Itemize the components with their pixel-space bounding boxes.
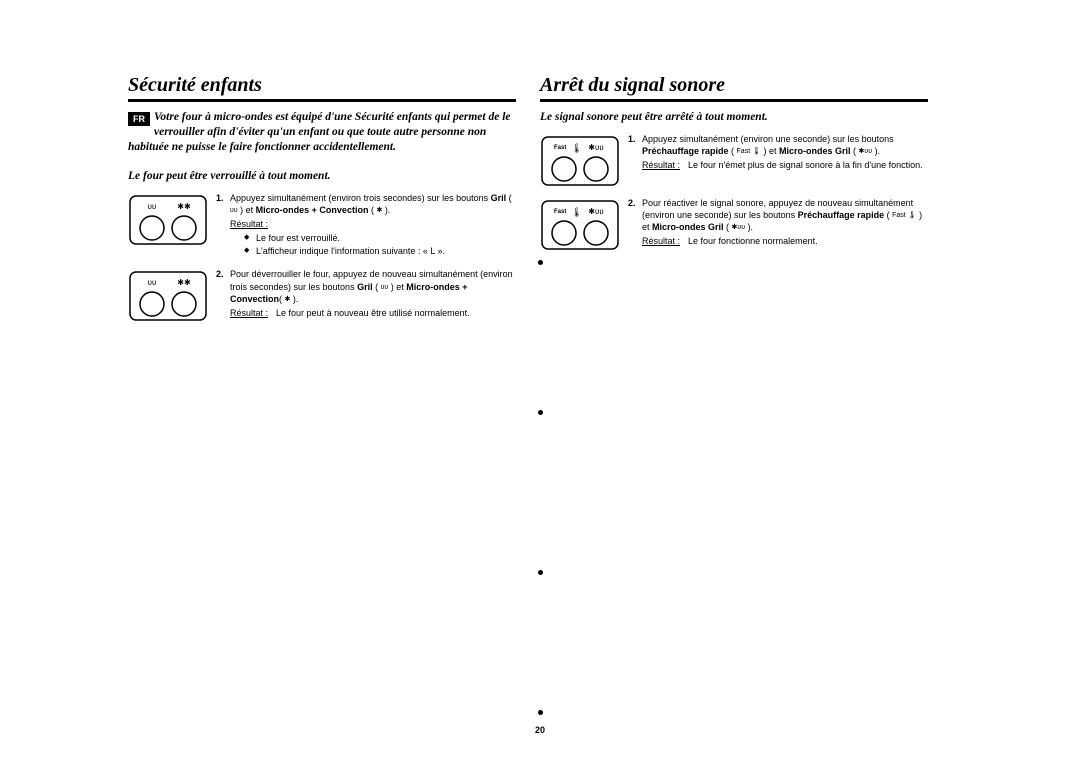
intro-text: Votre four à micro-ondes est équipé d'un… <box>128 110 516 155</box>
svg-text:✱ʋʋ: ✱ʋʋ <box>588 143 603 152</box>
left-step-1: ʋʋ ✱✱ 1. Appuyez simultanément (environ … <box>128 192 516 259</box>
intro-block: FR Votre four à micro-ondes est équipé d… <box>128 110 516 155</box>
two-column-layout: Sécurité enfants FR Votre four à micro-o… <box>128 74 930 332</box>
divider-dot <box>538 260 543 265</box>
t: ʋʋ <box>737 224 745 231</box>
result-label: Résultat : <box>230 219 268 229</box>
t: ( <box>506 193 512 203</box>
subhead-left: Le four peut être verrouillé à tout mome… <box>128 169 516 184</box>
t: Fast <box>892 212 906 219</box>
control-panel-icon: ʋʋ ✱✱ <box>128 270 208 322</box>
svg-text:🌡: 🌡 <box>571 207 582 217</box>
t: ). <box>872 146 880 156</box>
fast-icon: Fast 🌡 <box>737 148 761 155</box>
right-step-2: Fast 🌡 ✱ʋʋ 2. Pour réactiver le signal s… <box>540 197 928 251</box>
svg-text:✱✱: ✱✱ <box>177 202 191 211</box>
lang-badge: FR <box>128 112 150 126</box>
t: Préchauffage rapide <box>642 146 729 156</box>
control-panel-icon: Fast 🌡 ✱ʋʋ <box>540 199 620 251</box>
step-body: 2. Pour déverrouiller le four, appuyez d… <box>216 268 516 319</box>
t: ). <box>290 294 298 304</box>
t: 🌡 <box>908 212 917 219</box>
subhead-right: Le signal sonore peut être arrêté à tout… <box>540 110 928 125</box>
t: ( <box>724 222 732 232</box>
step-number: 1. <box>216 192 230 204</box>
gril-icon: ʋʋ <box>230 207 238 214</box>
result-label: Résultat : <box>642 159 688 171</box>
control-panel-icon: Fast 🌡 ✱ʋʋ <box>540 135 620 187</box>
svg-text:ʋʋ: ʋʋ <box>148 278 157 287</box>
right-column: Arrêt du signal sonore Le signal sonore … <box>540 74 928 332</box>
result-bullets: Le four est verrouillé. L'afficheur indi… <box>230 232 516 257</box>
svg-text:Fast: Fast <box>554 209 566 215</box>
result-label: Résultat : <box>642 235 688 247</box>
svg-text:ʋʋ: ʋʋ <box>148 202 157 211</box>
section-title-right: Arrêt du signal sonore <box>540 74 928 102</box>
t: Fast <box>737 148 751 155</box>
divider-dot <box>538 710 543 715</box>
step-body: 1. Appuyez simultanément (environ trois … <box>216 192 516 259</box>
t: ( <box>884 210 892 220</box>
result-line: Résultat : Le four fonctionne normalemen… <box>642 235 928 247</box>
step-text: Appuyez simultanément (environ une secon… <box>642 133 928 171</box>
step-number: 2. <box>216 268 230 280</box>
step-number: 1. <box>628 133 642 145</box>
t: Préchauffage rapide <box>798 210 885 220</box>
step-number: 2. <box>628 197 642 209</box>
right-step-1: Fast 🌡 ✱ʋʋ 1. Appuyez simultanément (env… <box>540 133 928 187</box>
t: Gril <box>491 193 507 203</box>
divider-dot <box>538 410 543 415</box>
control-panel-icon: ʋʋ ✱✱ <box>128 194 208 246</box>
bullet: Le four est verrouillé. <box>244 232 516 244</box>
result-line: Résultat : Le four peut à nouveau être u… <box>230 307 516 319</box>
t: Appuyez simultanément (environ trois sec… <box>230 193 491 203</box>
t: 🌡 <box>752 148 761 155</box>
step-body: 1. Appuyez simultanément (environ une se… <box>628 133 928 171</box>
mwgril-icon: ✱ʋʋ <box>859 148 873 155</box>
svg-text:✱✱: ✱✱ <box>177 278 191 287</box>
manual-page: Sécurité enfants FR Votre four à micro-o… <box>0 0 1080 763</box>
page-number: 20 <box>0 725 1080 735</box>
divider-dot <box>538 570 543 575</box>
svg-text:✱ʋʋ: ✱ʋʋ <box>588 207 603 216</box>
t: ). <box>382 205 390 215</box>
left-column: Sécurité enfants FR Votre four à micro-o… <box>128 74 516 332</box>
result-text: Le four peut à nouveau être utilisé norm… <box>276 307 516 319</box>
result-label: Résultat : <box>230 307 276 319</box>
section-title-left: Sécurité enfants <box>128 74 516 102</box>
t: Micro-ondes Gril <box>652 222 724 232</box>
t: ). <box>745 222 753 232</box>
step-body: 2. Pour réactiver le signal sonore, appu… <box>628 197 928 248</box>
t: Gril <box>357 282 373 292</box>
left-step-2: ʋʋ ✱✱ 2. Pour déverrouiller le four, app… <box>128 268 516 322</box>
t: ( <box>373 282 381 292</box>
t: ) et <box>238 205 256 215</box>
result-text: Le four fonctionne normalement. <box>688 235 928 247</box>
svg-text:Fast: Fast <box>554 145 566 151</box>
t: ( <box>851 146 859 156</box>
t: Micro-ondes + Convection <box>256 205 369 215</box>
step-text: Appuyez simultanément (environ trois sec… <box>230 192 516 259</box>
fast-icon: Fast 🌡 <box>892 212 916 219</box>
result-line: Résultat : Le four n'émet plus de signal… <box>642 159 928 171</box>
t: ) et <box>388 282 406 292</box>
t: ( <box>729 146 737 156</box>
mwgril-icon: ✱ʋʋ <box>732 224 746 231</box>
svg-text:🌡: 🌡 <box>571 143 582 153</box>
t: Appuyez simultanément (environ une secon… <box>642 134 894 144</box>
bullet: L'afficheur indique l'information suivan… <box>244 245 516 257</box>
t: ʋʋ <box>864 148 872 155</box>
step-text: Pour réactiver le signal sonore, appuyez… <box>642 197 928 248</box>
result-text: Le four n'émet plus de signal sonore à l… <box>688 159 928 171</box>
t: Micro-ondes Gril <box>779 146 851 156</box>
t: ) et <box>761 146 779 156</box>
step-text: Pour déverrouiller le four, appuyez de n… <box>230 268 516 319</box>
